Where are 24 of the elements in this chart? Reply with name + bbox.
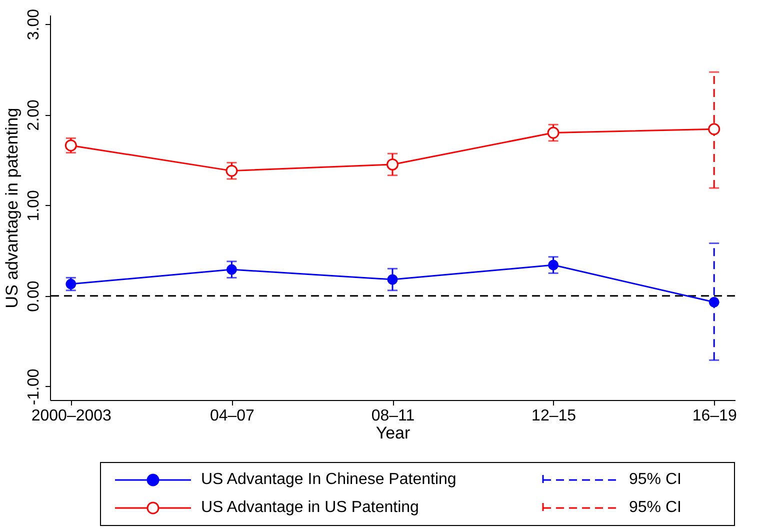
legend-label: US Advantage In Chinese Patenting xyxy=(201,471,458,489)
legend-label: US Advantage in US Patenting xyxy=(201,499,420,517)
y-tick-label: 2.00 xyxy=(26,99,42,131)
y-tick-label: 0.00 xyxy=(26,280,42,312)
y-axis-title: US advantage in patenting xyxy=(2,108,22,308)
y-tick-label: 1.00 xyxy=(26,190,42,222)
point xyxy=(708,123,720,136)
point xyxy=(226,164,238,177)
x-tick-label: 12–15 xyxy=(532,408,576,424)
point xyxy=(226,264,237,275)
point xyxy=(708,296,720,308)
point xyxy=(386,158,398,170)
y-tick-label: -1.00 xyxy=(26,368,42,406)
x-tick-label: 04–07 xyxy=(210,408,255,424)
x-tick-label: 16–19 xyxy=(692,408,737,424)
point xyxy=(547,126,560,139)
point xyxy=(387,274,398,285)
text: 95% CI xyxy=(629,499,682,517)
point xyxy=(548,260,559,270)
text: 95% CI xyxy=(629,471,682,489)
x-tick-label: 08–11 xyxy=(371,408,415,424)
y-tick-label: 3.00 xyxy=(26,8,42,40)
x-tick-label: 2000–2003 xyxy=(31,408,112,424)
x-axis-title: Year xyxy=(376,424,411,442)
